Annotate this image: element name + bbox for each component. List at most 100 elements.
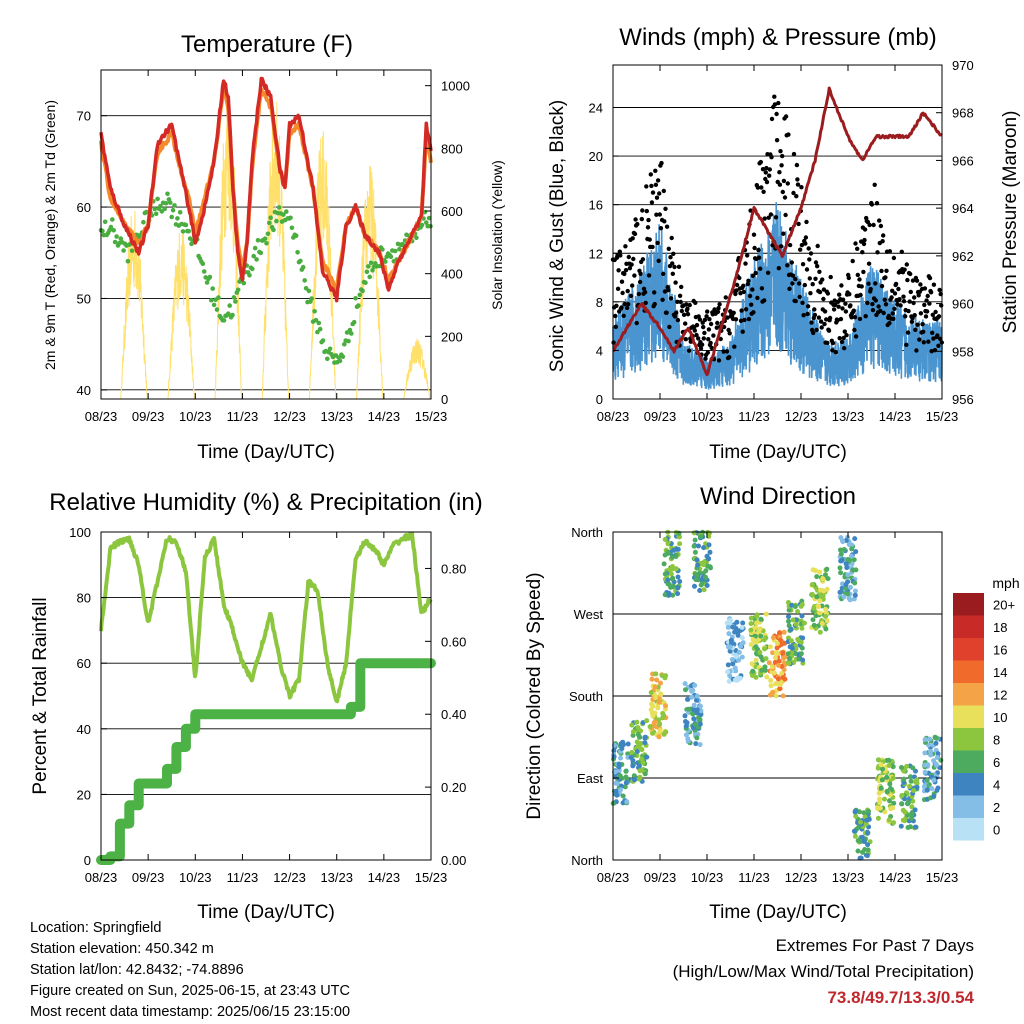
gust-point [887,249,893,254]
direction-point [768,683,774,689]
direction-point [733,654,739,659]
direction-point [636,776,642,782]
gust-point [774,111,779,117]
direction-point [864,853,870,859]
legend-swatch [953,773,984,796]
y-tick-label: 100 [69,525,91,540]
extremes-box: Extremes For Past 7 Days (High/Low/Max W… [673,933,974,1011]
dewpoint-point [383,259,388,264]
direction-point [685,738,691,744]
gust-point [853,334,859,339]
direction-point [878,785,884,791]
direction-point [630,729,636,735]
legend-swatch [953,818,984,841]
gust-point [742,317,747,323]
direction-point [841,594,847,600]
direction-point [629,722,635,728]
gust-point [633,217,638,222]
direction-point [838,547,843,553]
gust-point [927,275,933,281]
dewpoint-point [325,356,330,362]
direction-point [792,604,798,610]
legend-swatch [953,638,984,661]
gust-point [733,317,739,322]
direction-point [727,648,733,654]
wind-direction-xlabel: Time (Day/UTC) [709,902,847,923]
gust-point [859,284,864,289]
direction-point [891,800,897,806]
gust-point [866,261,872,266]
gust-point [912,313,917,318]
gust-point [905,277,910,283]
winds-ylabel: Sonic Wind & Gust (Blue, Black) [547,100,568,372]
y-tick-label: 50 [77,291,91,306]
direction-point [725,669,731,675]
direction-point [922,750,928,756]
direction-point [698,534,704,540]
direction-point [657,727,663,733]
direction-point [750,668,756,674]
direction-point [637,741,643,747]
gust-point [852,327,857,333]
direction-point [848,553,854,559]
dewpoint-point [360,288,365,294]
dewpoint-point [252,245,258,251]
gust-point [912,295,917,300]
gust-point [629,262,634,267]
direction-point [658,691,664,697]
gust-point [781,231,786,236]
direction-point [823,606,829,612]
gust-point [715,320,720,326]
y-tick-label: 80 [77,591,91,606]
gust-point [800,300,805,305]
gust-point [921,329,926,334]
direction-point [662,592,668,598]
direction-point [694,710,700,716]
speed-legend: mph 20+ 18 16 14 12 10 8 6 4 2 0 [953,575,1020,841]
direction-point [849,546,855,552]
direction-point [730,624,736,630]
direction-point [665,550,671,556]
legend-swatch [953,795,984,818]
gust-point [883,275,888,280]
direction-point [676,534,682,540]
direction-point [887,781,893,787]
gust-point [769,155,774,160]
gust-point [890,311,895,316]
x-tick-label: 13/23 [320,870,353,885]
gust-point [871,222,876,228]
gust-point [623,244,628,249]
direction-point [890,775,896,781]
y-tick-label: 0 [84,853,91,868]
dewpoint-point [262,236,268,241]
dewpoint-point [426,215,432,221]
gust-point [795,182,801,187]
direction-point [853,813,859,819]
gust-point [793,276,798,282]
gust-point [804,219,809,225]
gust-point [708,321,714,327]
gust-point [660,297,665,302]
gust-point [625,288,630,294]
legend-swatch [953,728,984,751]
dewpoint-point [250,266,255,272]
y-tick-label: 1000 [441,79,470,94]
direction-point [748,621,754,627]
dewpoint-point [162,206,167,212]
gust-point [761,189,766,194]
gust-point [921,340,926,345]
gust-point [772,94,777,99]
direction-point [793,651,799,657]
gust-point [696,336,701,341]
gust-point [716,358,722,363]
direction-point [768,678,774,683]
gust-point [901,294,906,299]
gust-point [636,291,642,297]
dewpoint-point [300,264,306,270]
gust-point [747,293,753,299]
gust-point [661,271,666,277]
direction-point [739,624,745,630]
x-tick-label: 08/23 [85,409,118,424]
gust-point [813,260,819,265]
